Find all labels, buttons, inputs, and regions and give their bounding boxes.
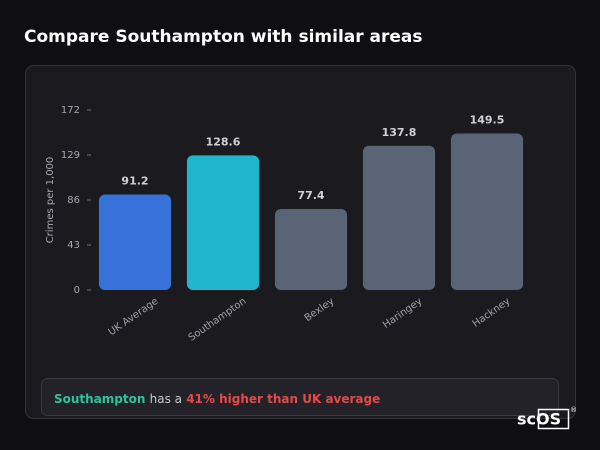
y-tick-label: 172 (61, 105, 80, 116)
value-label: 91.2 (121, 175, 148, 188)
callout-text: has a (150, 392, 182, 406)
bar (450, 133, 524, 290)
bar (98, 194, 172, 290)
callout-area: Southampton (54, 392, 145, 406)
y-tick-label: 86 (67, 195, 80, 206)
chart-title: Compare Southampton with similar areas (24, 27, 423, 47)
callout: Southampton has a 41% higher than UK ave… (54, 392, 380, 406)
callout-highlight: 41% higher than UK average (186, 392, 380, 406)
bar (274, 209, 348, 290)
bar (186, 155, 260, 290)
logo: scOS (517, 410, 561, 429)
y-tick-label: 43 (67, 240, 80, 251)
callout-box (41, 378, 559, 416)
value-label: 137.8 (382, 126, 417, 139)
logo-mark: ® (570, 406, 577, 414)
value-label: 149.5 (470, 114, 505, 127)
y-tick-label: 0 (74, 285, 80, 296)
y-axis-label: Crimes per 1,000 (45, 157, 56, 244)
logo-box (537, 408, 570, 430)
value-label: 77.4 (297, 189, 324, 202)
value-label: 128.6 (206, 135, 241, 148)
bar (362, 145, 436, 290)
y-tick-label: 129 (61, 150, 80, 161)
